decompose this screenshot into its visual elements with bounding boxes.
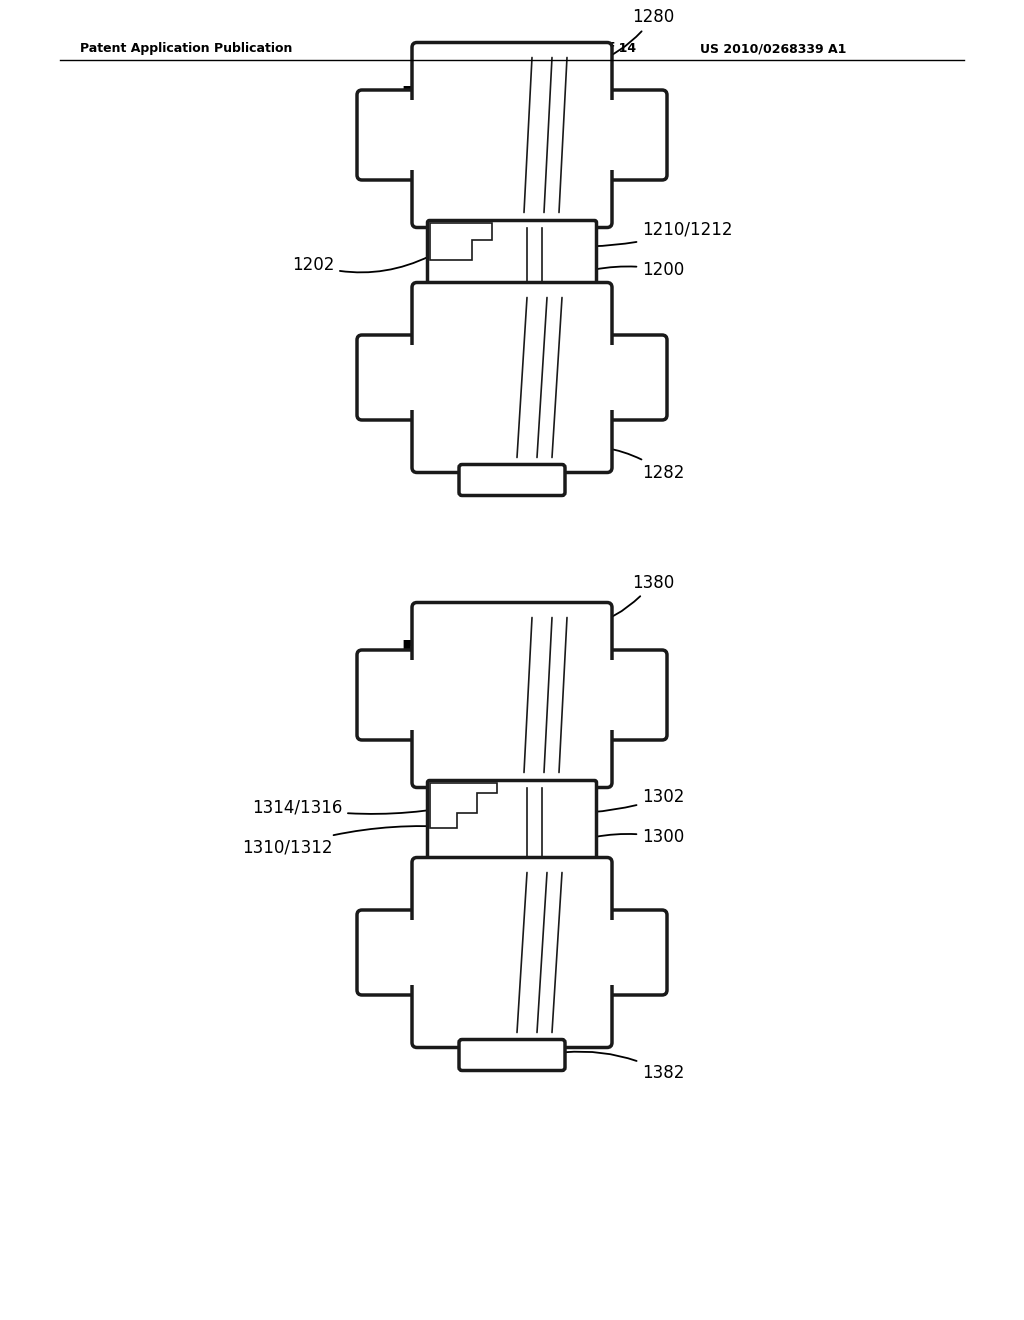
Text: 1380: 1380 xyxy=(524,573,674,631)
FancyBboxPatch shape xyxy=(357,90,432,180)
Text: 1310/1312: 1310/1312 xyxy=(242,826,455,857)
Text: 1382: 1382 xyxy=(565,1052,684,1081)
Bar xyxy=(609,660,654,730)
FancyBboxPatch shape xyxy=(357,649,432,741)
FancyBboxPatch shape xyxy=(357,909,432,995)
Text: 1282: 1282 xyxy=(565,446,684,482)
Bar xyxy=(370,100,415,170)
Bar xyxy=(609,920,654,985)
Text: 1200: 1200 xyxy=(595,261,684,279)
FancyBboxPatch shape xyxy=(592,90,667,180)
Text: 1302: 1302 xyxy=(545,788,684,813)
FancyBboxPatch shape xyxy=(459,465,565,495)
Text: 1300: 1300 xyxy=(595,829,684,846)
Bar xyxy=(370,920,415,985)
FancyBboxPatch shape xyxy=(592,909,667,995)
Text: FIG. 19: FIG. 19 xyxy=(400,84,555,123)
Text: Patent Application Publication: Patent Application Publication xyxy=(80,42,293,55)
Bar xyxy=(370,660,415,730)
FancyBboxPatch shape xyxy=(357,335,432,420)
Text: 1314/1316: 1314/1316 xyxy=(252,799,469,817)
Bar xyxy=(370,345,415,411)
FancyBboxPatch shape xyxy=(412,42,612,227)
FancyBboxPatch shape xyxy=(412,602,612,788)
Polygon shape xyxy=(429,783,497,828)
FancyBboxPatch shape xyxy=(412,858,612,1048)
FancyBboxPatch shape xyxy=(427,780,597,865)
Text: 1210/1212: 1210/1212 xyxy=(545,220,732,247)
Text: 1202: 1202 xyxy=(292,256,429,275)
FancyBboxPatch shape xyxy=(412,282,612,473)
Text: 1280: 1280 xyxy=(535,8,674,69)
FancyBboxPatch shape xyxy=(427,220,597,289)
Text: Oct. 21, 2010  Sheet 13 of 14: Oct. 21, 2010 Sheet 13 of 14 xyxy=(430,42,636,55)
FancyBboxPatch shape xyxy=(592,649,667,741)
FancyBboxPatch shape xyxy=(592,335,667,420)
Text: FIG. 20: FIG. 20 xyxy=(400,640,555,678)
Bar xyxy=(609,345,654,411)
Bar xyxy=(609,100,654,170)
FancyBboxPatch shape xyxy=(459,1040,565,1071)
Polygon shape xyxy=(429,223,492,260)
Text: US 2010/0268339 A1: US 2010/0268339 A1 xyxy=(700,42,847,55)
